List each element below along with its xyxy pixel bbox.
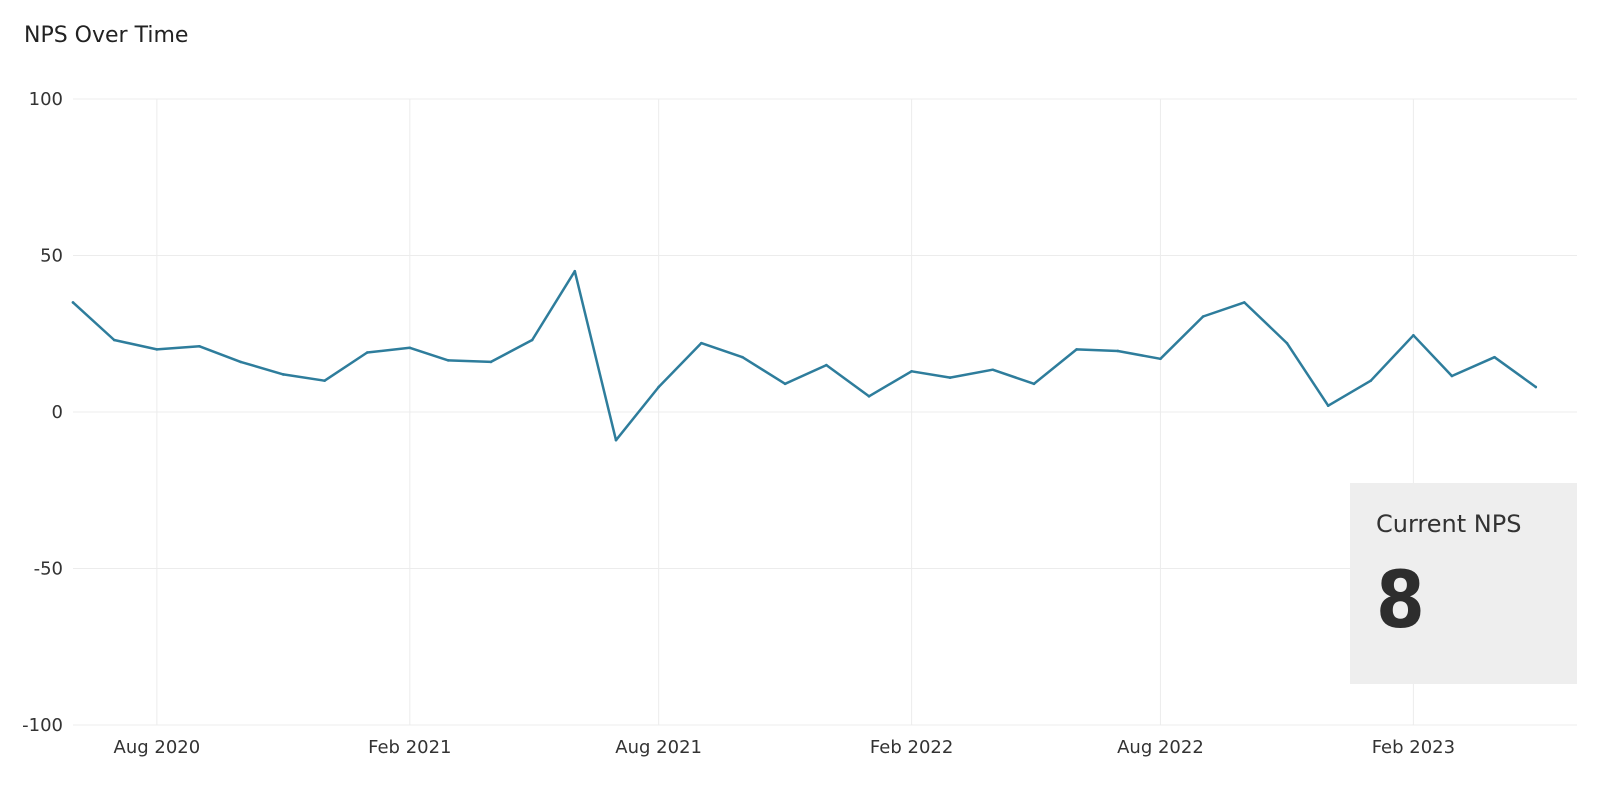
data-point[interactable] xyxy=(991,368,995,372)
x-tick-label: Aug 2020 xyxy=(114,737,201,758)
data-point[interactable] xyxy=(112,338,116,342)
data-point[interactable] xyxy=(71,301,75,304)
data-point[interactable] xyxy=(155,348,159,351)
data-point[interactable] xyxy=(657,385,660,389)
data-point[interactable] xyxy=(1032,382,1036,386)
data-point[interactable] xyxy=(1159,357,1162,361)
x-axis-tick-labels: Aug 2020 Feb 2021 Aug 2021 Feb 2022 Aug 2022… xyxy=(114,737,1456,758)
x-tick-label: Feb 2022 xyxy=(870,737,953,758)
y-tick-label: -100 xyxy=(22,715,63,736)
data-point[interactable] xyxy=(365,351,369,354)
data-point[interactable] xyxy=(573,269,577,273)
series-group xyxy=(71,269,1538,442)
data-point[interactable] xyxy=(1412,334,1415,337)
data-point[interactable] xyxy=(198,344,201,348)
data-point[interactable] xyxy=(1326,404,1330,408)
y-axis-tick-labels: 100 50 0 -50 -100 xyxy=(22,89,63,736)
data-point[interactable] xyxy=(614,438,618,442)
x-tick-label: Feb 2023 xyxy=(1372,737,1455,758)
data-point[interactable] xyxy=(741,355,744,359)
chart-title: NPS Over Time xyxy=(24,23,189,48)
nps-series-line xyxy=(71,269,1538,442)
data-point[interactable] xyxy=(825,363,828,367)
data-point[interactable] xyxy=(282,373,285,376)
data-point[interactable] xyxy=(489,360,493,364)
x-tick-label: Aug 2022 xyxy=(1117,737,1204,758)
data-point[interactable] xyxy=(408,346,412,350)
y-tick-label: 0 xyxy=(52,402,63,423)
data-point[interactable] xyxy=(1450,374,1454,378)
data-point[interactable] xyxy=(1116,349,1120,353)
data-point[interactable] xyxy=(1493,355,1496,359)
data-point[interactable] xyxy=(447,359,450,362)
x-tick-label: Aug 2021 xyxy=(615,737,702,758)
data-point[interactable] xyxy=(948,376,952,379)
data-point[interactable] xyxy=(1201,315,1205,318)
data-point[interactable] xyxy=(323,379,326,383)
data-point[interactable] xyxy=(1075,348,1078,351)
y-gridlines xyxy=(73,98,1577,726)
current-nps-value: 8 xyxy=(1376,556,1425,646)
data-point[interactable] xyxy=(530,338,534,342)
y-tick-label: 50 xyxy=(40,246,63,267)
data-point[interactable] xyxy=(239,360,243,364)
current-nps-card: Current NPS 8 xyxy=(1350,483,1577,684)
data-point[interactable] xyxy=(867,395,871,398)
data-point[interactable] xyxy=(1285,341,1289,345)
y-tick-label: -50 xyxy=(34,559,63,580)
data-point[interactable] xyxy=(699,341,703,345)
data-point[interactable] xyxy=(1534,385,1538,389)
data-point[interactable] xyxy=(1369,379,1373,383)
current-nps-label: Current NPS xyxy=(1376,510,1522,538)
data-point[interactable] xyxy=(1243,301,1246,304)
data-point[interactable] xyxy=(910,370,913,373)
y-tick-label: 100 xyxy=(29,89,63,110)
x-tick-label: Feb 2021 xyxy=(368,737,451,758)
data-point[interactable] xyxy=(783,382,787,386)
